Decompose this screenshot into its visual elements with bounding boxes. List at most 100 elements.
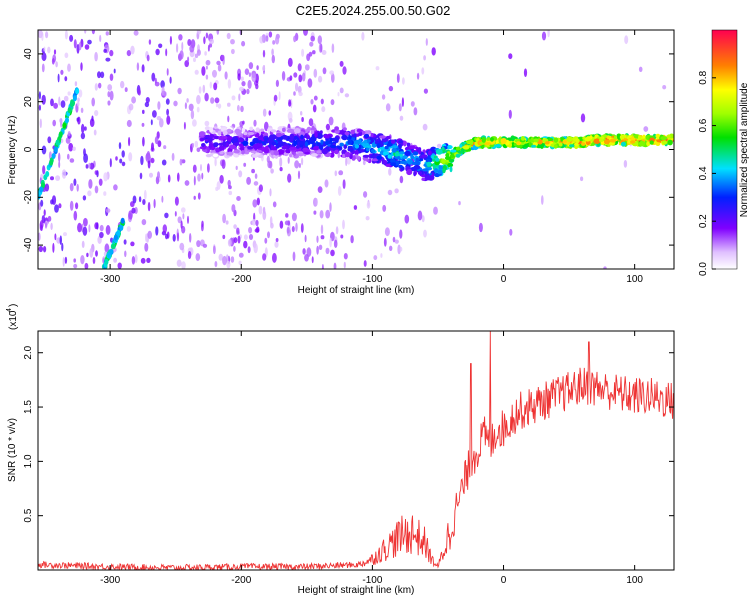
heatmap-cell [62,257,65,267]
heatmap-cell [218,253,224,261]
heatmap-cell [269,188,272,197]
heatmap-cell [126,119,132,128]
heatmap-cell [255,127,260,132]
heatmap-cell [495,143,502,148]
heatmap-cell [81,123,85,134]
heatmap-y-ticks: -40 -20 0 20 40 [23,48,674,252]
heatmap-cell [251,73,257,82]
heatmap-cell [344,93,350,98]
heatmap-cell [151,142,154,151]
heatmap-cell [390,158,396,164]
heatmap-cell [103,191,107,196]
heatmap-cell [444,156,452,161]
heatmap-cell [137,89,141,96]
heatmap-cell [275,238,279,242]
heatmap-cell [412,151,419,156]
heatmap-cell [300,134,304,140]
heatmap-cell [187,251,192,259]
heatmap-cell [342,66,347,75]
heatmap-cell [413,171,417,177]
heatmap-cell [620,141,627,147]
heatmap-cell [294,160,300,169]
heatmap-cell [329,137,333,143]
heatmap-cell [73,178,77,186]
heatmap-cell [362,154,370,158]
snr-y-multiplier-exp: 4 [6,308,13,312]
heatmap-cell [262,253,267,261]
heatmap-cell [272,252,277,263]
heatmap-cell [205,32,209,39]
heatmap-cell [147,230,152,239]
heatmap-cell [155,226,159,236]
heatmap-cell [318,244,323,250]
heatmap-cell [655,133,661,139]
heatmap-cell [94,51,98,62]
heatmap-cell [321,148,329,155]
heatmap-cell [423,55,426,61]
heatmap-cell [59,118,63,124]
heatmap-cell [109,49,114,57]
heatmap-cell [149,172,153,178]
heatmap-cell [154,136,159,145]
heatmap-cell [304,234,307,243]
heatmap-cell [255,149,262,153]
heatmap-cell [516,141,522,146]
heatmap-cell [206,137,214,142]
heatmap-cell [293,35,297,43]
heatmap-cell [197,173,201,182]
heatmap-cell [278,91,281,101]
heatmap-cell [218,135,225,141]
y-tick-label: -20 [23,190,34,205]
heatmap-cell [130,241,135,247]
heatmap-cell [204,92,209,102]
heatmap-cell [201,66,206,76]
heatmap-cell [329,70,335,75]
heatmap-cell [204,138,208,142]
heatmap-cell [320,224,324,235]
heatmap-cell [291,212,297,222]
heatmap-cell [270,222,274,229]
heatmap-cell [209,38,215,45]
heatmap-cell [339,142,345,147]
heatmap-cell [161,159,167,166]
heatmap-cell [399,160,407,165]
heatmap-x-ticks: -300 -200 -100 0 100 [100,30,643,285]
heatmap-cell [298,74,303,83]
heatmap-cell [343,253,348,260]
heatmap-cell [136,62,140,71]
heatmap-cell [441,158,446,164]
heatmap-cell [354,149,359,156]
heatmap-cell [313,210,317,215]
heatmap-cell [335,226,339,235]
heatmap-cell [279,140,284,146]
heatmap-cell [133,30,139,36]
heatmap-cell [203,36,206,45]
heatmap-cell [298,131,305,137]
heatmap-cell [548,138,554,141]
y-tick-label: 0 [23,146,34,152]
heatmap-cell [89,247,94,258]
heatmap-cell [244,150,250,155]
heatmap-cell [593,138,601,144]
heatmap-cell [41,52,47,62]
heatmap-cell [254,173,258,179]
heatmap-cell [436,143,442,148]
heatmap-cell [42,165,46,175]
heatmap-cell [241,40,246,47]
heatmap-cell [455,153,461,158]
heatmap-cell [638,134,641,141]
heatmap-cell [257,142,263,148]
heatmap-cell [330,249,335,257]
heatmap-cell [247,79,252,89]
heatmap-cell [574,142,579,147]
heatmap-cell [422,168,429,172]
heatmap-cell [150,119,153,126]
heatmap-cell [224,71,228,80]
heatmap-cell [388,85,394,92]
heatmap-cell [431,47,436,56]
heatmap-cell [109,73,114,81]
heatmap-cell [217,64,222,72]
heatmap-cell [264,121,269,132]
heatmap-cell [365,216,370,221]
heatmap-cell [457,150,464,154]
